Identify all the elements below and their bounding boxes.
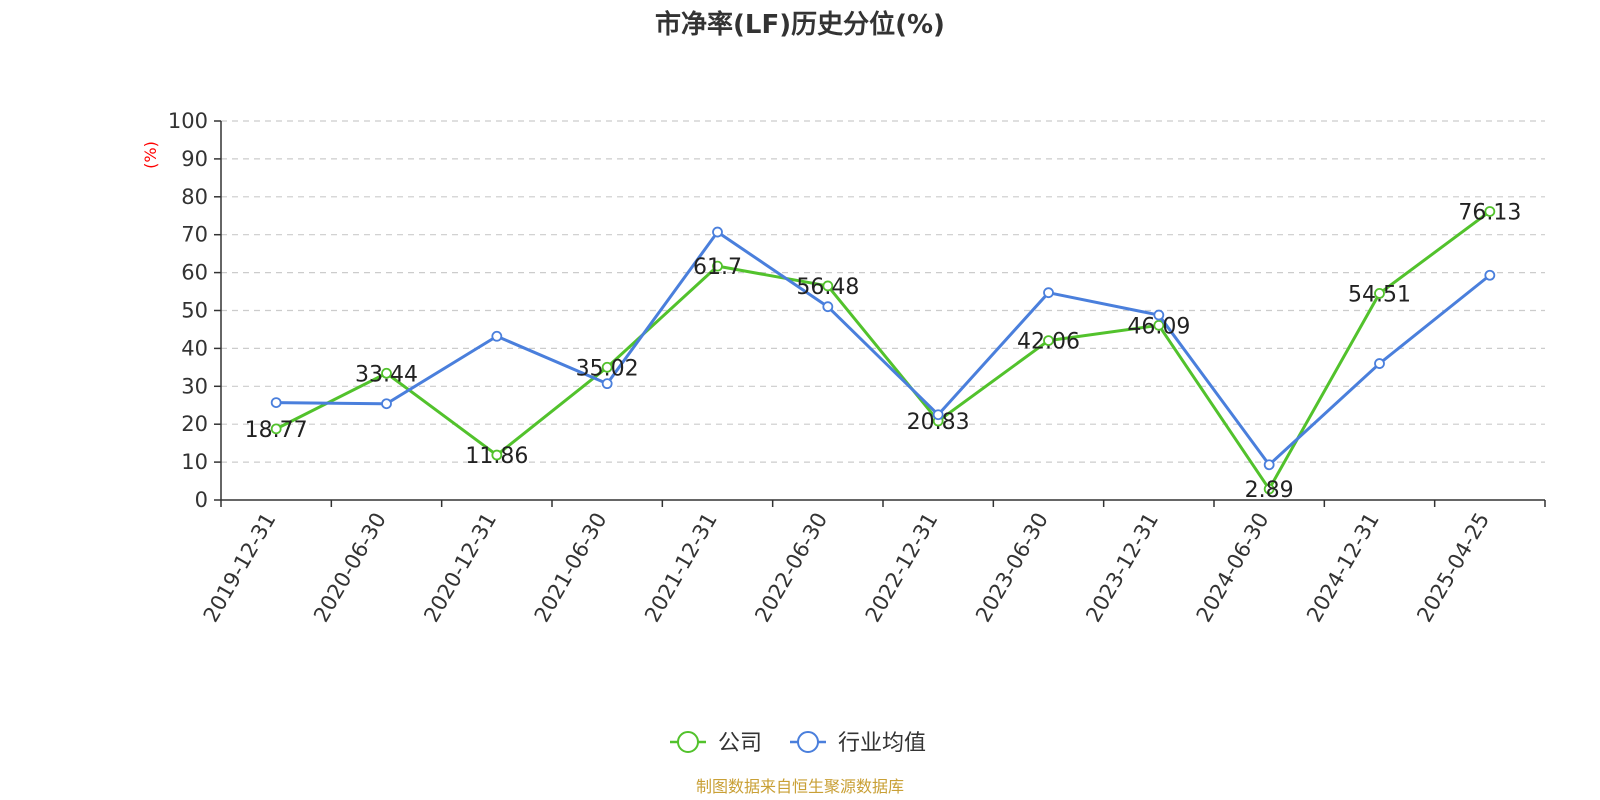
- data-point: [1484, 269, 1496, 281]
- x-tick-label: 2020-12-31: [419, 509, 501, 627]
- grid-layer: [221, 120, 1545, 463]
- source-note: 制图数据来自恒生聚源数据库: [696, 777, 904, 796]
- y-tick-label: 70: [181, 223, 208, 247]
- data-label: 46.09: [1127, 314, 1190, 339]
- data-point: [491, 330, 503, 342]
- x-tick-label: 2021-12-31: [640, 509, 722, 627]
- data-point: [1374, 288, 1385, 299]
- y-tick-label: 90: [181, 147, 208, 171]
- data-point: [270, 397, 282, 408]
- data-point: [381, 367, 392, 379]
- data-label: 33.44: [355, 362, 418, 387]
- legend-item-1[interactable]: 行业均值: [790, 731, 926, 756]
- x-tick-label: 2023-06-30: [971, 509, 1053, 627]
- data-point: [1374, 358, 1385, 369]
- legend-item-0[interactable]: 公司: [670, 731, 762, 756]
- legend-marker-icon: [677, 731, 699, 753]
- x-tick-label: 2025-04-25: [1412, 509, 1494, 627]
- data-point: [1153, 319, 1165, 331]
- data-point: [822, 301, 834, 313]
- x-tick-label: 2020-06-30: [309, 509, 391, 627]
- x-tick-label: 2021-06-30: [530, 509, 612, 627]
- data-point: [601, 378, 613, 390]
- y-tick-label: 30: [181, 374, 208, 398]
- data-label-layer: 18.77 33.44 11.86 35.02 61.7 56.48 20.83 42.06 4…: [245, 200, 1522, 503]
- x-tick-label: 2024-06-30: [1192, 509, 1274, 627]
- series-line-0: [275, 210, 1491, 491]
- chart-title: 市净率(LF)历史分位(%): [655, 9, 945, 40]
- data-label: 11.86: [465, 444, 528, 469]
- y-tick-label: 0: [195, 488, 208, 512]
- y-tick-label: 10: [181, 450, 208, 474]
- y-tick-label: 40: [181, 336, 208, 360]
- x-tick-label: 2022-06-30: [750, 509, 832, 627]
- data-point: [712, 226, 723, 238]
- legend-marker-icon: [797, 731, 819, 753]
- x-tick-label: 2019-12-31: [199, 509, 281, 627]
- y-tick-label: 100: [168, 109, 208, 133]
- data-point: [712, 260, 723, 272]
- x-tick-label: 2023-12-31: [1081, 509, 1163, 627]
- data-point: [822, 280, 834, 292]
- data-label: 54.51: [1348, 282, 1411, 307]
- data-point: [601, 361, 613, 373]
- data-label: 2.89: [1245, 478, 1294, 503]
- x-tick-label: 2022-12-31: [861, 509, 943, 627]
- y-tick-label: 60: [181, 261, 208, 285]
- legend[interactable]: 公司 行业均值: [670, 731, 926, 756]
- data-point: [491, 449, 503, 461]
- series-line-1: [276, 230, 1491, 467]
- legend-label: 公司: [718, 731, 762, 756]
- data-label: 76.13: [1458, 200, 1521, 225]
- data-point: [1043, 287, 1054, 299]
- legend-label: 行业均值: [838, 731, 926, 756]
- data-point: [381, 398, 392, 410]
- data-point: [1263, 483, 1275, 495]
- y-tick-label: 80: [181, 185, 208, 209]
- data-point: [1263, 459, 1275, 471]
- data-point: [1153, 309, 1165, 321]
- data-point: [1043, 335, 1054, 346]
- y-axis-unit: (%): [141, 141, 160, 169]
- data-label: 56.48: [796, 275, 859, 300]
- data-label: 20.83: [907, 410, 970, 435]
- data-point: [1484, 206, 1496, 217]
- series-layer: [270, 206, 1496, 495]
- data-label: 42.06: [1017, 330, 1080, 355]
- data-label: 18.77: [245, 418, 308, 443]
- y-tick-label: 20: [181, 412, 208, 436]
- data-point: [932, 409, 944, 421]
- data-point: [270, 423, 282, 435]
- data-label: 35.02: [576, 356, 639, 381]
- x-tick-label: 2024-12-31: [1302, 509, 1384, 627]
- data-label: 61.7: [693, 255, 742, 280]
- y-tick-label: 50: [181, 299, 208, 323]
